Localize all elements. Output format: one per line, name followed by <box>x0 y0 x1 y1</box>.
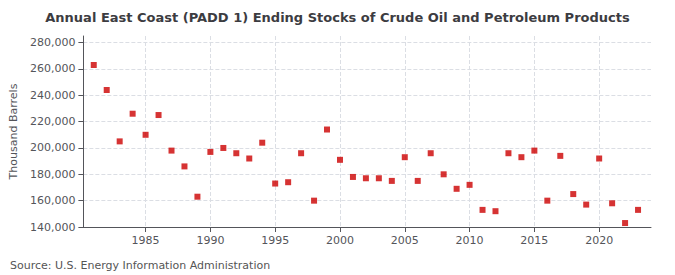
svg-text:Thousand Barrels: Thousand Barrels <box>7 83 20 180</box>
svg-text:160,000: 160,000 <box>30 194 76 207</box>
svg-text:1985: 1985 <box>132 234 160 247</box>
svg-text:200,000: 200,000 <box>30 141 76 154</box>
svg-text:2020: 2020 <box>585 234 613 247</box>
svg-text:220,000: 220,000 <box>30 115 76 128</box>
svg-text:180,000: 180,000 <box>30 168 76 181</box>
svg-text:280,000: 280,000 <box>30 36 76 49</box>
svg-text:2005: 2005 <box>391 234 419 247</box>
svg-text:1995: 1995 <box>261 234 289 247</box>
svg-text:2010: 2010 <box>456 234 484 247</box>
svg-text:1990: 1990 <box>196 234 224 247</box>
svg-text:2000: 2000 <box>326 234 354 247</box>
svg-text:Annual East Coast (PADD 1) End: Annual East Coast (PADD 1) Ending Stocks… <box>45 10 630 25</box>
svg-text:240,000: 240,000 <box>30 89 76 102</box>
svg-text:Source: U.S. Energy Informatio: Source: U.S. Energy Information Administ… <box>10 259 270 272</box>
svg-text:2015: 2015 <box>520 234 548 247</box>
svg-text:260,000: 260,000 <box>30 62 76 75</box>
svg-text:140,000: 140,000 <box>30 221 76 234</box>
